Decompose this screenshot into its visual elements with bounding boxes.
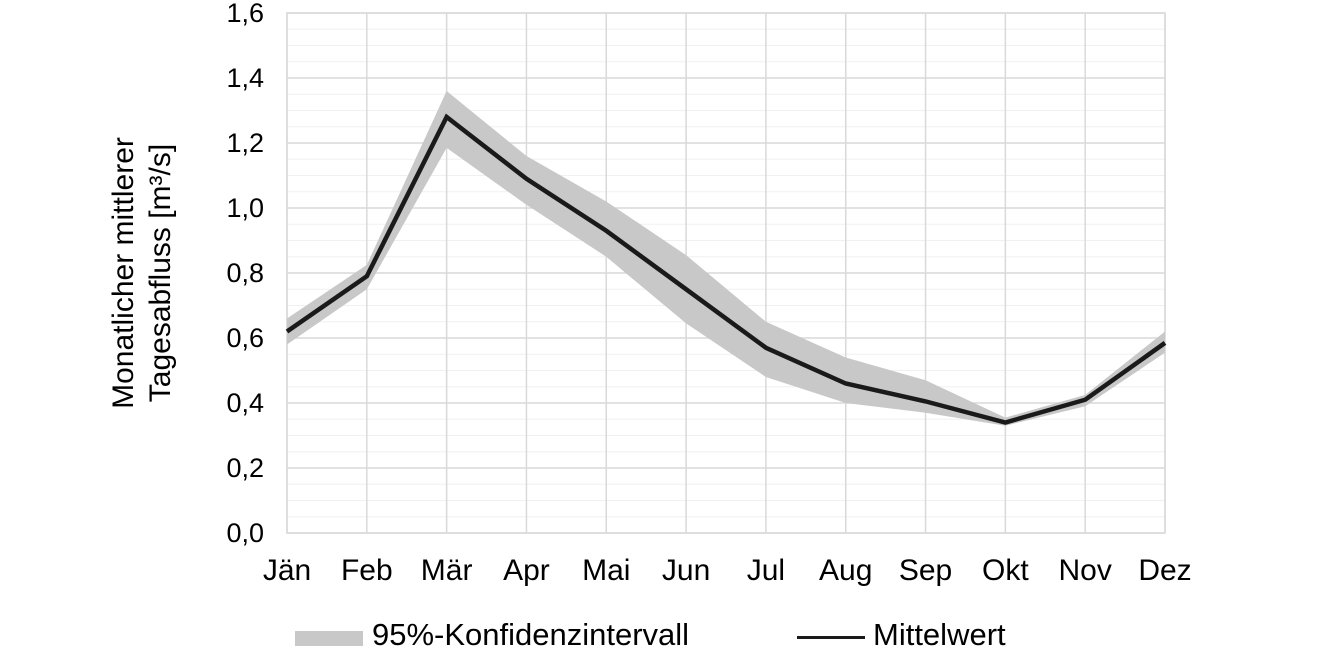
major-gridlines xyxy=(286,12,1166,534)
y-axis-title-line1: Monatlicher mittlerer xyxy=(107,137,140,409)
x-tick-label: Apr xyxy=(503,554,550,587)
y-axis-title-line2: Tagesabfluss [m³/s] xyxy=(144,144,177,402)
confidence-band-area xyxy=(287,91,1165,426)
y-tick-label: 1,2 xyxy=(226,128,264,158)
plot-border xyxy=(286,12,1166,534)
x-tick-label: Sep xyxy=(899,554,952,587)
y-tick-label: 0,0 xyxy=(226,518,264,548)
x-tick-label: Jul xyxy=(747,554,785,587)
y-tick-label: 0,4 xyxy=(226,388,264,418)
y-tick-label: 0,8 xyxy=(226,258,264,288)
x-tick-label: Dez xyxy=(1138,554,1191,587)
legend: 95%-Konfidenzintervall Mittelwert xyxy=(295,617,1006,652)
x-tick-label: Jän xyxy=(263,554,311,587)
y-tick-label: 1,6 xyxy=(226,0,264,28)
x-tick-label: Okt xyxy=(982,554,1029,587)
y-axis-tick-labels: 0,0 0,2 0,4 0,6 0,8 1,0 1,2 1,4 1,6 xyxy=(226,0,264,548)
x-axis-tick-labels: Jän Feb Mär Apr Mai Jun Jul Aug Sep Okt Nov Dez xyxy=(263,554,1192,587)
x-tick-label: Aug xyxy=(819,554,872,587)
legend-band-label: 95%-Konfidenzintervall xyxy=(372,617,689,652)
y-tick-label: 1,0 xyxy=(226,193,264,223)
y-tick-label: 1,4 xyxy=(226,63,264,93)
y-tick-label: 0,2 xyxy=(226,453,264,483)
y-axis-title: Monatlicher mittlerer Tagesabfluss [m³/s… xyxy=(107,137,177,409)
mean-line xyxy=(285,113,1167,425)
x-tick-label: Mär xyxy=(421,554,473,587)
x-tick-label: Jun xyxy=(662,554,710,587)
x-tick-label: Feb xyxy=(341,554,393,587)
x-tick-label: Nov xyxy=(1059,554,1112,587)
x-tick-label: Mai xyxy=(582,554,630,587)
minor-gridlines xyxy=(287,28,1165,518)
legend-band-swatch-icon xyxy=(295,631,363,646)
legend-line-label: Mittelwert xyxy=(873,617,1006,652)
y-tick-label: 0,6 xyxy=(226,323,264,353)
